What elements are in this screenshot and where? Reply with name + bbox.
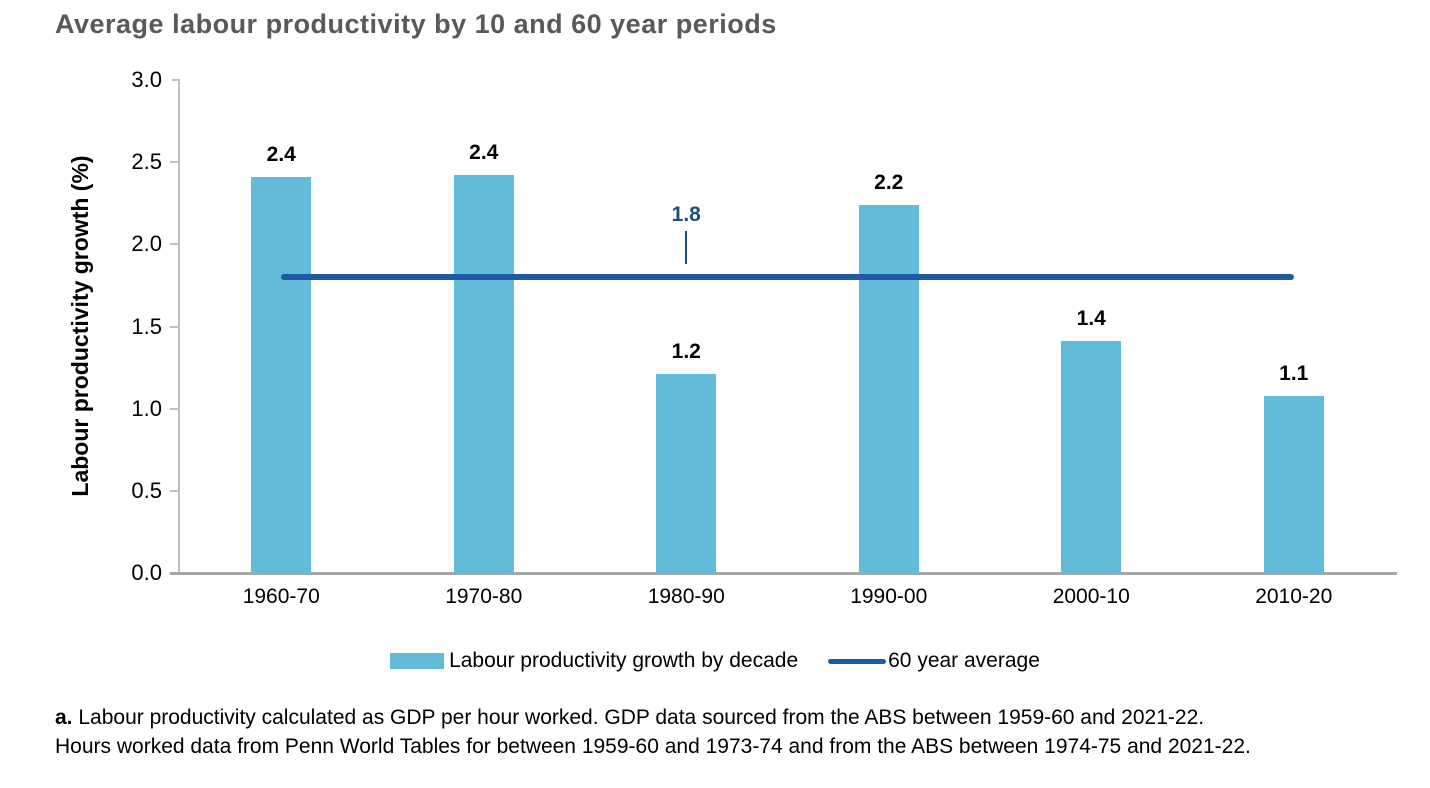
average-line: [281, 274, 1294, 281]
y-axis-tick-label: 1.5: [131, 313, 162, 339]
legend-item-bars: Labour productivity growth by decade: [390, 649, 798, 673]
bar-2010-20: [1263, 395, 1324, 573]
y-axis-tick-label: 0.0: [131, 560, 162, 585]
bar-value-label: 2.4: [469, 141, 499, 165]
bar-value-label: 2.4: [266, 142, 296, 166]
footnote-text-1: Labour productivity calculated as GDP pe…: [72, 706, 1205, 729]
x-axis-category-label: 1970-80: [445, 585, 523, 608]
bar-2000-10: [1061, 341, 1122, 573]
x-axis-category-label: 1990-00: [850, 585, 928, 608]
legend-label-bars: Labour productivity growth by decade: [449, 649, 799, 672]
chart-footnote: a. Labour productivity calculated as GDP…: [55, 703, 1415, 761]
y-axis-tick-label: 2.5: [131, 149, 162, 175]
y-axis-tick-label: 1.0: [131, 395, 162, 421]
bar-1970-80: [453, 175, 514, 573]
x-axis-category-label: 1960-70: [242, 585, 320, 608]
legend-label-average-line: 60 year average: [888, 649, 1040, 672]
y-axis-title: Labour productivity growth (%): [67, 155, 93, 497]
legend-item-average-line: 60 year average: [828, 649, 1040, 673]
bar-value-label: 1.4: [1076, 307, 1106, 331]
bar-series-swatch: [390, 653, 445, 669]
footnote-line-2: Hours worked data from Penn World Tables…: [55, 735, 1251, 758]
y-axis-tick-mark: [170, 489, 178, 492]
x-axis-category-label: 2000-10: [1052, 585, 1130, 608]
x-axis-baseline: [170, 572, 1397, 575]
x-axis-category-label: 2010-20: [1255, 585, 1333, 608]
x-axis-category-label: 1980-90: [647, 585, 725, 608]
bar-value-label: 2.2: [874, 170, 904, 194]
footnote-marker: a.: [55, 706, 73, 729]
average-label-leader-line: [685, 231, 688, 265]
y-axis-tick-mark: [170, 243, 178, 246]
bar-value-label: 1.2: [671, 340, 701, 364]
bar-1990-00: [858, 204, 919, 573]
bar-1960-70: [251, 176, 312, 573]
y-axis-tick-mark: [170, 407, 178, 410]
chart-legend: Labour productivity growth by decade 60 …: [0, 644, 1430, 678]
plot-area: 0.0 0.5 1.0 1.5 2.0 2.5 3.0 2.4 1960-70 2.4 1970-8…: [131, 67, 1397, 608]
y-axis-tick-mark: [170, 161, 178, 164]
y-axis-tick-label: 0.5: [131, 477, 162, 503]
y-axis-tick-mark: [170, 325, 178, 328]
y-axis-tick-label: 2.0: [131, 231, 162, 257]
average-value-label: 1.8: [671, 203, 701, 227]
chart-title: Average labour productivity by 10 and 60…: [55, 9, 777, 39]
bar-value-label: 1.1: [1279, 361, 1309, 385]
y-axis-tick-label: 3.0: [131, 67, 162, 92]
bar-1980-90: [656, 374, 717, 573]
footnote-line-1: a. Labour productivity calculated as GDP…: [55, 703, 1415, 732]
y-axis-top-tick: [172, 79, 180, 81]
average-line-swatch: [828, 658, 887, 664]
